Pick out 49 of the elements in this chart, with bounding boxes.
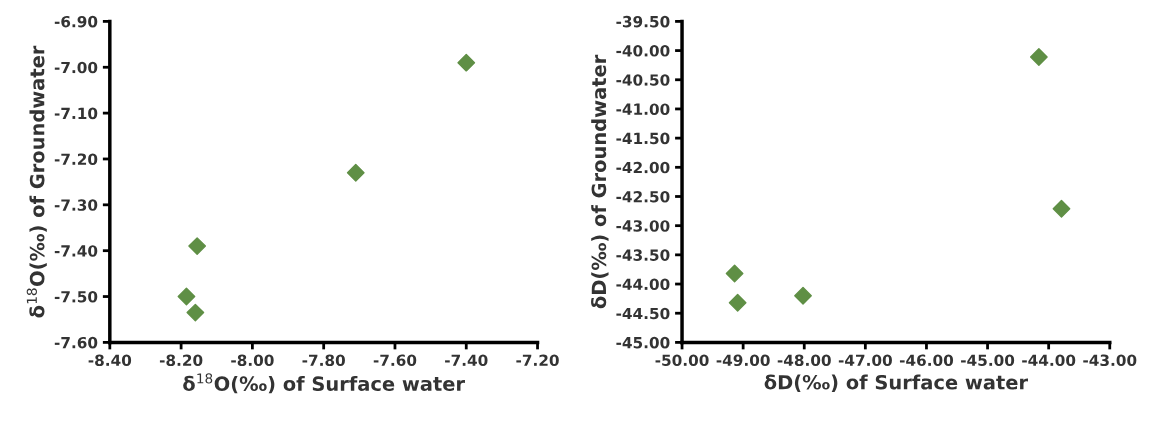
y-tick-label: -40.00 xyxy=(616,45,670,57)
y-tick-label: -7.30 xyxy=(54,199,98,211)
point xyxy=(794,286,812,305)
x-tick-label: -7.60 xyxy=(373,354,417,367)
point xyxy=(1052,199,1071,218)
point xyxy=(346,163,365,182)
x-tick-label: -47.00 xyxy=(838,354,892,367)
y-tick-label: -7.20 xyxy=(54,153,98,165)
y-tick-label: -7.10 xyxy=(54,107,98,120)
x-tick-label: -50.00 xyxy=(655,354,709,367)
y-axis-title: δ$^{18}$O(‰) of Groundwater xyxy=(26,45,47,318)
x-axis-title: δ$^{18}$O(‰) of Surface water xyxy=(183,373,465,394)
x-tick-label: -44.00 xyxy=(1022,354,1076,367)
y-tick-label: -44.50 xyxy=(616,307,670,320)
y-tick-label: -40.50 xyxy=(616,74,670,86)
y-tick-label: -39.50 xyxy=(616,15,670,28)
x-tick-label: -7.40 xyxy=(445,354,488,367)
x-tick-label: -8.40 xyxy=(88,354,132,367)
y-tick-label: -45.00 xyxy=(616,336,670,349)
x-tick-label: -49.00 xyxy=(716,354,770,367)
x-tick-label: -45.00 xyxy=(961,354,1015,367)
point xyxy=(725,264,744,283)
point xyxy=(457,53,476,72)
point xyxy=(177,287,196,306)
x-axis-title: δD(‰) of Surface water xyxy=(764,374,1028,392)
point xyxy=(1029,48,1048,66)
y-tick-label: -6.90 xyxy=(54,15,98,28)
x-tick-label: -8.20 xyxy=(159,354,203,367)
y-tick-label: -41.50 xyxy=(616,132,670,145)
y-tick-label: -7.50 xyxy=(54,291,98,303)
point xyxy=(186,303,205,322)
y-tick-label: -43.50 xyxy=(616,249,670,261)
y-tick-label: -42.50 xyxy=(616,190,670,203)
x-tick-label: -48.00 xyxy=(777,354,831,367)
x-tick-label: -43.00 xyxy=(1083,354,1137,367)
x-tick-label: -8.00 xyxy=(231,354,274,367)
y-tick-label: -42.00 xyxy=(616,161,670,174)
x-tick-label: -7.20 xyxy=(516,354,559,367)
y-tick-label: -43.00 xyxy=(616,220,670,232)
point xyxy=(188,237,207,256)
y-tick-label: -7.60 xyxy=(54,336,98,349)
x-tick-label: -7.80 xyxy=(302,354,345,367)
point xyxy=(728,293,747,312)
y-tick-label: -7.40 xyxy=(54,245,98,257)
x-tick-label: -46.00 xyxy=(899,354,954,367)
y-tick-label: -7.00 xyxy=(54,61,98,74)
y-axis-title: δD(‰) of Groundwater xyxy=(591,54,609,309)
y-tick-label: -41.00 xyxy=(616,103,670,115)
y-tick-label: -44.00 xyxy=(616,278,670,291)
